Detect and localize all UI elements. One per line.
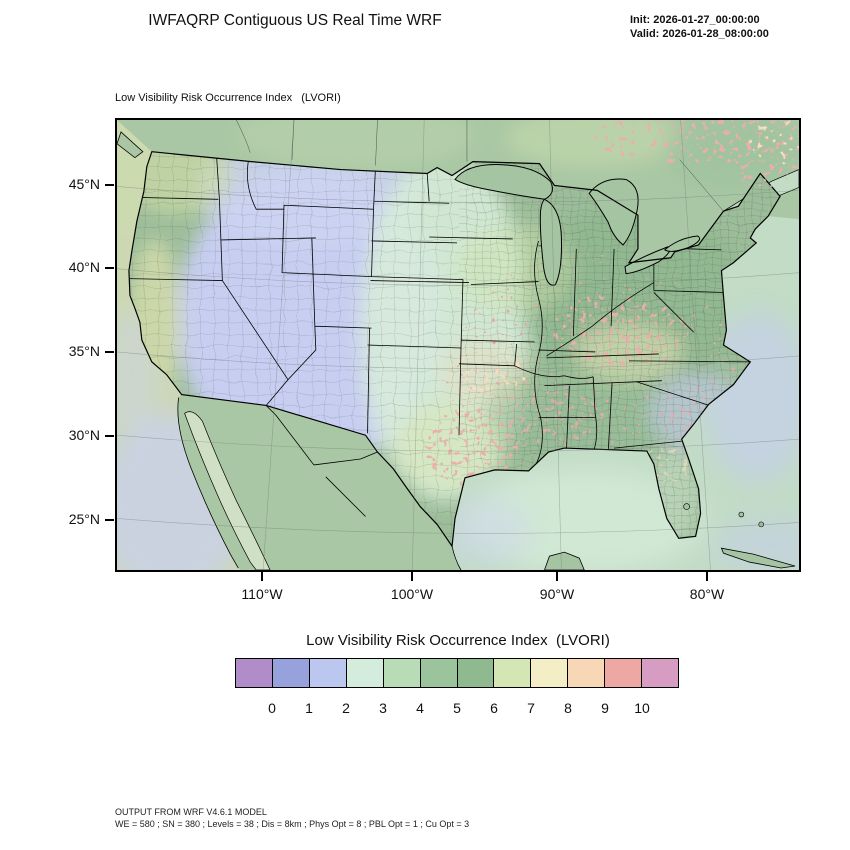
colorbar-tick-label: 6: [490, 700, 498, 716]
lon-tick-label: 100°W: [390, 586, 434, 602]
colorbar-tick-labels: 0 1 2 3 4 5 6 7 8 9 10: [262, 700, 652, 716]
lake-michigan: [539, 198, 563, 286]
colorbar-swatch: [641, 658, 680, 688]
lat-tick-mark: [105, 351, 114, 353]
lon-tick-mark: [411, 572, 413, 581]
yucatan: [544, 551, 585, 570]
colorbar-tick-label: 2: [342, 700, 350, 716]
lat-tick-label: 35°N: [68, 343, 100, 359]
lake-ontario: [663, 235, 701, 252]
lon-tick-mark: [556, 572, 558, 581]
colorbar-swatch: [493, 658, 532, 688]
map-plot: [115, 118, 801, 572]
colorbar-swatch: [382, 658, 421, 688]
graticule: [117, 120, 799, 570]
footer-model-line: OUTPUT FROM WRF V4.6.1 MODEL: [115, 807, 267, 817]
colorbar-swatch: [235, 658, 273, 688]
lon-tick-label: 80°W: [689, 586, 725, 602]
colorbar-swatch: [567, 658, 606, 688]
colorbar-tick-label: 9: [601, 700, 609, 716]
colorbar-swatch: [271, 658, 310, 688]
colorbar-swatch: [604, 658, 643, 688]
valid-timestamp: Valid: 2026-01-28_08:00:00: [630, 28, 769, 40]
colorbar-tick-label: 10: [634, 700, 650, 716]
lake-okeechobee: [683, 503, 690, 510]
footer-annotation: OUTPUT FROM WRF V4.6.1 MODEL WE = 580 ; …: [115, 806, 469, 830]
colorbar-tick-label: 0: [268, 700, 276, 716]
lat-tick-label: 30°N: [68, 427, 100, 443]
colorbar-tick-label: 1: [305, 700, 313, 716]
bahamas-island: [738, 511, 745, 518]
gulf-of-california-water: [184, 411, 271, 570]
mexico-coastlines: [177, 397, 462, 570]
lake-huron: [588, 178, 639, 246]
cuba: [720, 547, 796, 569]
colorbar-tick-label: 3: [379, 700, 387, 716]
footer-config-line: WE = 580 ; SN = 380 ; Levels = 38 ; Dis …: [115, 819, 470, 829]
bahamas-island: [758, 521, 765, 528]
great-lakes: [454, 164, 701, 286]
lat-tick-label: 40°N: [68, 259, 100, 275]
map-canvas-svg: [117, 120, 799, 570]
state-borders: [128, 152, 751, 470]
init-timestamp: Init: 2026-01-27_00:00:00: [630, 14, 760, 26]
colorbar-tick-label: 5: [453, 700, 461, 716]
lon-tick-mark: [261, 572, 263, 581]
colorbar-tick-label: 7: [527, 700, 535, 716]
run-timestamps: Init: 2026-01-27_00:00:00 Valid: 2026-01…: [630, 13, 769, 41]
lat-tick-mark: [105, 184, 114, 186]
colorbar-swatch: [345, 658, 384, 688]
canada-detail: [236, 120, 799, 212]
lake-superior: [454, 164, 553, 200]
high-lvori-speckles: [425, 253, 744, 487]
lat-tick-mark: [105, 435, 114, 437]
colorbar-swatch: [456, 658, 495, 688]
page-title: IWFAQRP Contiguous US Real Time WRF: [148, 12, 442, 29]
lat-tick-mark: [105, 519, 114, 521]
lat-tick-label: 25°N: [68, 511, 100, 527]
colorbar-tick-label: 8: [564, 700, 572, 716]
lon-tick-mark: [706, 572, 708, 581]
vancouver-island: [117, 131, 144, 159]
colorbar-title: Low Visibility Risk Occurrence Index (LV…: [306, 632, 610, 649]
colorbar-tick-label: 4: [416, 700, 424, 716]
us-national-border: [128, 151, 781, 548]
colorbar-swatch: [419, 658, 458, 688]
colorbar: [235, 658, 680, 688]
atlantic-gulf-ocean-layer: [452, 216, 799, 570]
lon-tick-label: 90°W: [539, 586, 575, 602]
lat-tick-label: 45°N: [68, 176, 100, 192]
lat-tick-mark: [105, 267, 114, 269]
colorbar-swatch: [530, 658, 569, 688]
lon-tick-label: 110°W: [241, 586, 283, 602]
colorbar-swatch: [308, 658, 347, 688]
plot-subtitle: Low Visibility Risk Occurrence Index (LV…: [115, 92, 341, 104]
